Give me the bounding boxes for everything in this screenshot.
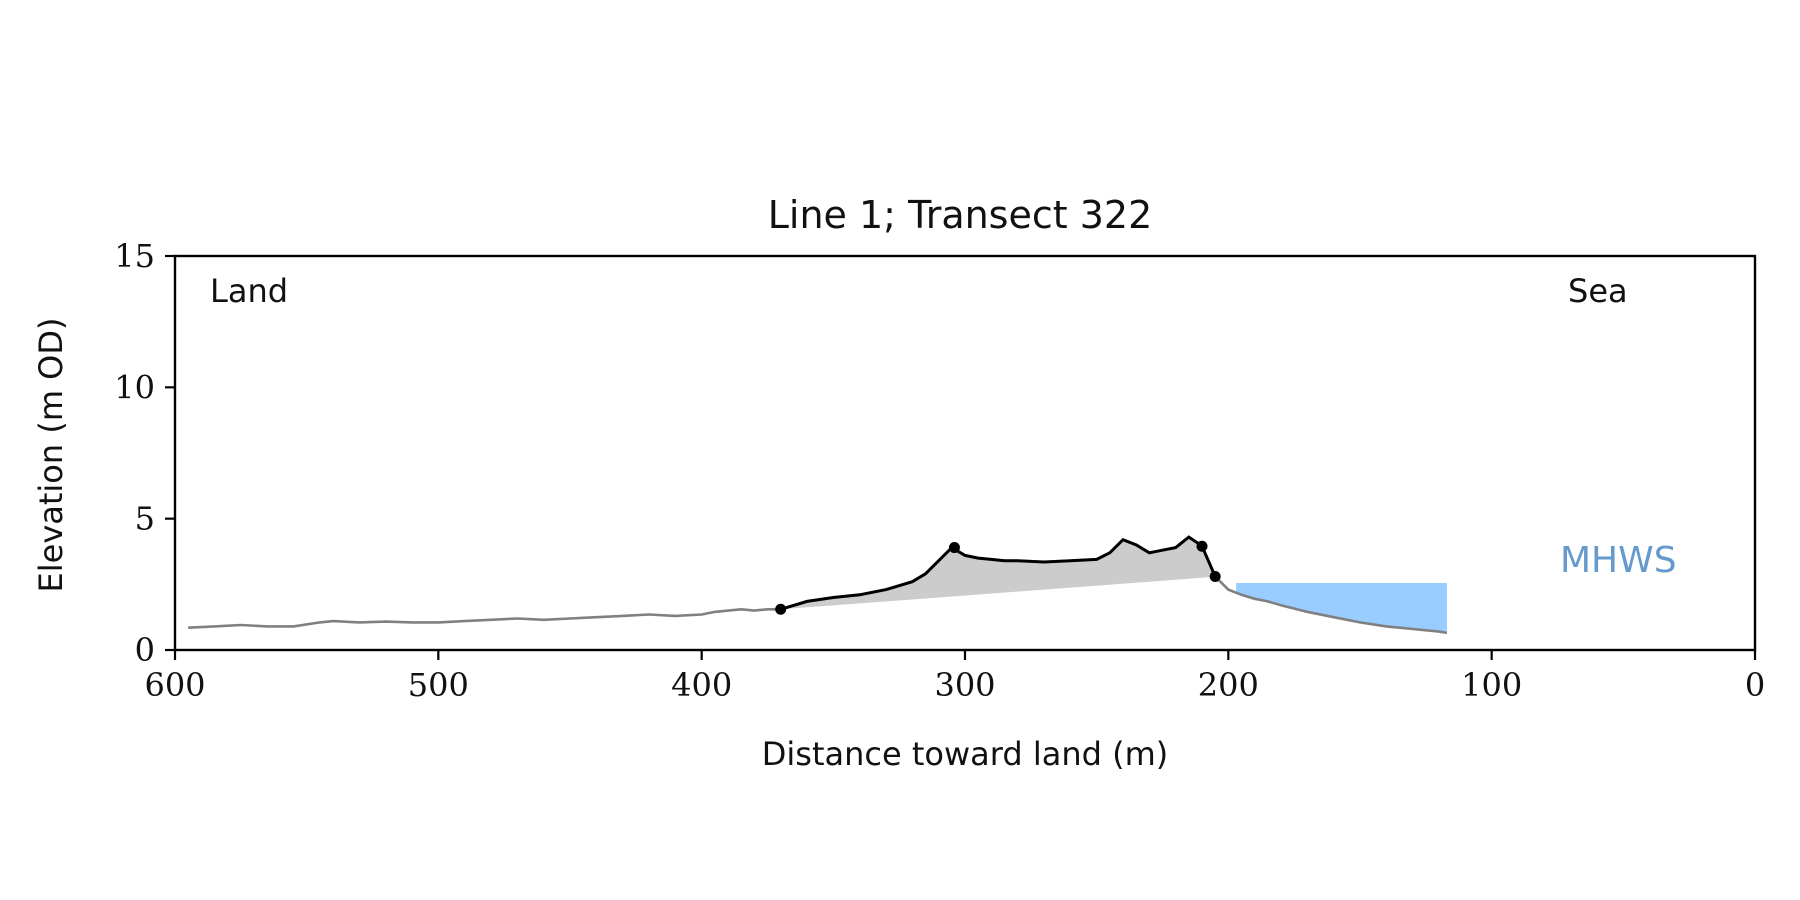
chart-title: Line 1; Transect 322	[768, 193, 1153, 237]
key-points	[775, 540, 1221, 615]
x-axis: 600 500 400 300 200 100 0	[144, 650, 1765, 704]
y-tick-label: 0	[135, 631, 155, 669]
annotation-sea: Sea	[1568, 272, 1628, 310]
x-tick-label: 400	[671, 666, 732, 704]
y-tick-label: 5	[135, 500, 155, 538]
x-tick-label: 500	[408, 666, 469, 704]
annotation-land: Land	[210, 272, 288, 310]
annotation-mhws: MHWS	[1560, 540, 1677, 581]
y-tick-label: 10	[114, 368, 155, 406]
y-tick-label: 15	[114, 237, 155, 275]
dune-section-line	[780, 535, 1217, 611]
key-point-4	[1209, 570, 1221, 582]
sea-fill-mhws	[1236, 583, 1447, 633]
y-axis-label: Elevation (m OD)	[32, 318, 70, 593]
key-point-3	[1196, 540, 1208, 552]
key-point-2	[948, 542, 960, 554]
x-tick-label: 200	[1198, 666, 1259, 704]
x-tick-label: 100	[1461, 666, 1522, 704]
x-tick-label: 300	[934, 666, 995, 704]
plot-area	[188, 535, 1448, 635]
dune-fill	[780, 537, 1216, 610]
x-tick-label: 600	[144, 666, 205, 704]
x-tick-label: 0	[1745, 666, 1765, 704]
x-axis-label: Distance toward land (m)	[762, 735, 1168, 773]
y-axis: 0 5 10 15	[114, 237, 175, 669]
key-point-1	[775, 603, 787, 615]
